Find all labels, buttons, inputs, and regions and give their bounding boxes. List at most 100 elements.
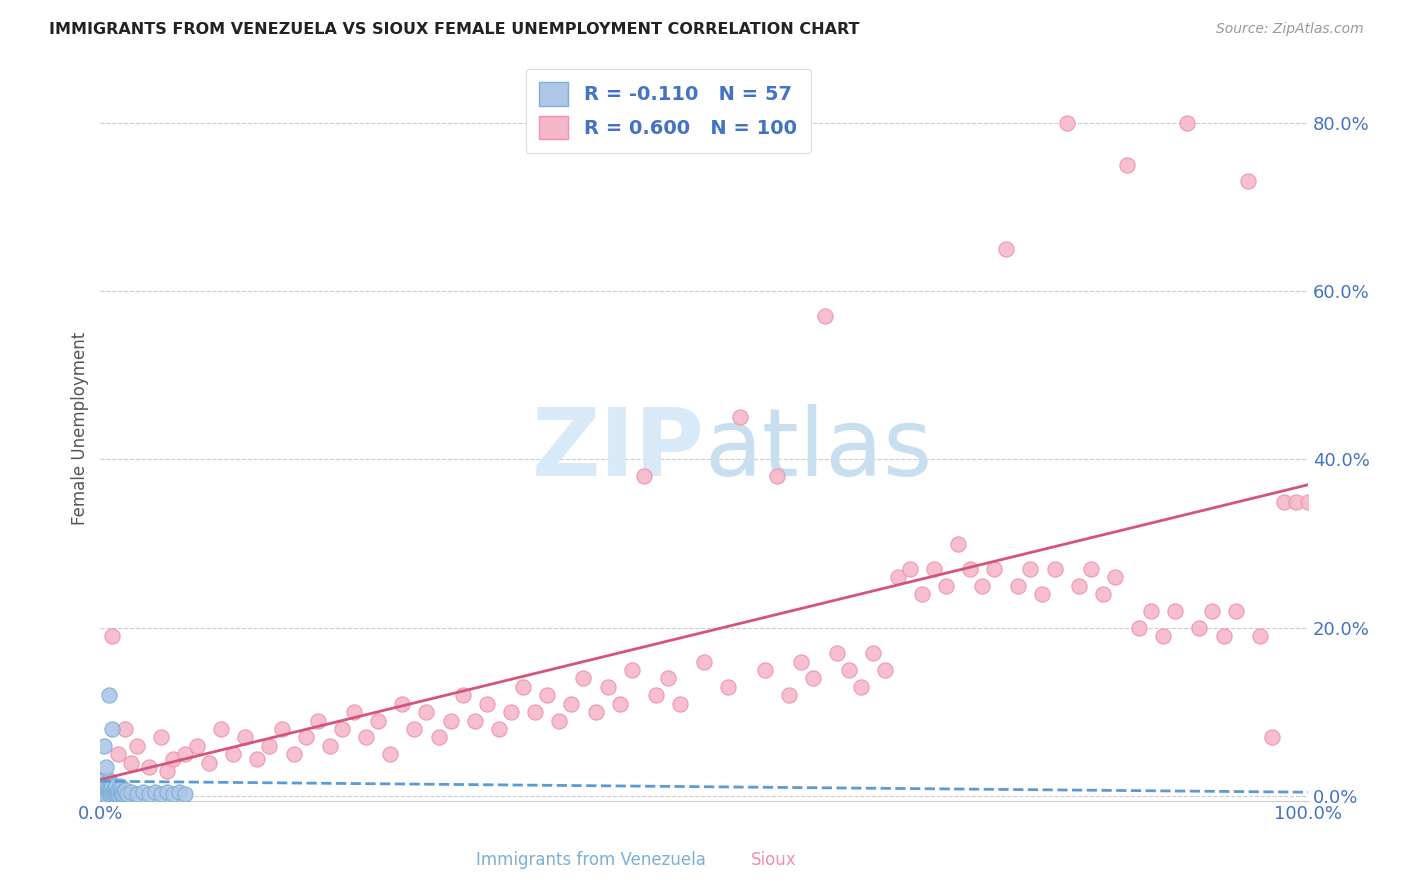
Point (633, 469, 655, 483)
Point (110, 787, 132, 801)
Point (93, 780, 115, 795)
Point (101, 629, 124, 643)
Point (1007, 579, 1029, 593)
Point (97, 787, 120, 801)
Point (90, 780, 112, 795)
Point (391, 697, 413, 711)
Point (585, 705, 607, 719)
Point (105, 780, 128, 794)
Legend: R = -0.110   N = 57, R = 0.600   N = 100: R = -0.110 N = 57, R = 0.600 N = 100 (526, 69, 810, 153)
Point (825, 646, 848, 660)
Point (94, 772, 117, 787)
Point (657, 672, 679, 686)
Y-axis label: Female Unemployment: Female Unemployment (72, 331, 89, 524)
Point (765, 469, 787, 483)
Point (120, 756, 142, 770)
Point (156, 764, 179, 779)
Point (103, 787, 125, 801)
Point (143, 785, 166, 799)
Point (162, 787, 184, 801)
Point (1272, 494, 1295, 508)
Text: Source: ZipAtlas.com: Source: ZipAtlas.com (1216, 22, 1364, 37)
Point (1212, 629, 1234, 643)
Point (104, 785, 127, 799)
Point (451, 689, 474, 703)
Point (186, 739, 208, 753)
Point (596, 680, 619, 694)
Point (209, 722, 232, 736)
Point (98, 780, 121, 795)
Point (93, 777, 115, 791)
Point (838, 663, 860, 677)
Point (97, 772, 120, 787)
Point (548, 714, 571, 728)
Point (1164, 604, 1187, 618)
Text: ZIP: ZIP (531, 404, 704, 496)
Point (319, 739, 342, 753)
Point (1285, 494, 1308, 508)
Point (222, 747, 245, 762)
Point (294, 731, 316, 745)
Point (138, 760, 160, 774)
Point (499, 705, 522, 719)
Point (93, 787, 115, 801)
Point (1140, 604, 1163, 618)
Point (114, 782, 136, 797)
Point (911, 587, 934, 601)
Point (645, 689, 668, 703)
Point (1116, 158, 1139, 172)
Point (100, 777, 122, 791)
Point (1152, 629, 1174, 643)
Point (149, 731, 172, 745)
Point (125, 739, 148, 753)
Point (98, 785, 121, 799)
Point (97, 689, 120, 703)
Point (198, 756, 221, 770)
Point (524, 705, 547, 719)
Point (560, 697, 582, 711)
Point (107, 782, 129, 797)
Point (90, 785, 112, 799)
Point (354, 731, 377, 745)
Point (464, 714, 486, 728)
Point (572, 672, 595, 686)
Point (149, 787, 172, 801)
Point (96, 788, 118, 802)
Point (995, 242, 1018, 256)
Point (107, 747, 129, 762)
Point (343, 705, 366, 719)
Point (1128, 621, 1150, 635)
Point (1188, 621, 1211, 635)
Point (1225, 604, 1247, 618)
Point (162, 751, 184, 765)
Point (108, 780, 131, 794)
Point (97, 785, 120, 799)
Point (415, 705, 437, 719)
Point (959, 562, 981, 576)
Text: IMMIGRANTS FROM VENEZUELA VS SIOUX FEMALE UNEMPLOYMENT CORRELATION CHART: IMMIGRANTS FROM VENEZUELA VS SIOUX FEMAL… (49, 22, 859, 37)
Point (174, 747, 197, 762)
Point (91, 785, 114, 799)
Point (620, 663, 643, 677)
Point (935, 579, 957, 593)
Point (536, 689, 558, 703)
Point (754, 663, 776, 677)
Point (380, 747, 402, 762)
Point (97, 782, 120, 797)
Point (108, 785, 131, 799)
Point (427, 731, 450, 745)
Point (814, 310, 837, 324)
Point (110, 780, 132, 795)
Point (1043, 562, 1066, 576)
Point (96, 760, 118, 774)
Point (922, 562, 945, 576)
Point (114, 785, 136, 799)
Point (1091, 587, 1114, 601)
Point (475, 697, 498, 711)
Point (1296, 494, 1319, 508)
Point (97, 780, 120, 794)
Point (609, 697, 631, 711)
Point (112, 787, 135, 801)
Point (1080, 562, 1102, 576)
Point (100, 787, 122, 801)
